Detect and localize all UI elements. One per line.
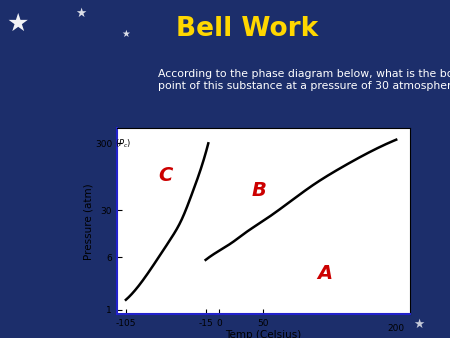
Text: ★: ★ bbox=[76, 7, 86, 20]
Text: A: A bbox=[318, 264, 333, 283]
Y-axis label: Pressure (atm): Pressure (atm) bbox=[84, 183, 94, 260]
X-axis label: Temp (Celsius): Temp (Celsius) bbox=[225, 330, 302, 338]
Text: ★: ★ bbox=[374, 295, 391, 314]
Text: According to the phase diagram below, what is the boiling
point of this substanc: According to the phase diagram below, wh… bbox=[158, 69, 450, 91]
Text: B: B bbox=[252, 181, 266, 200]
Text: ★: ★ bbox=[7, 11, 29, 36]
Text: ★: ★ bbox=[122, 29, 130, 39]
Text: ★: ★ bbox=[413, 318, 424, 331]
Text: 200: 200 bbox=[387, 324, 405, 334]
Text: C: C bbox=[158, 166, 173, 185]
Text: $(P_c)$: $(P_c)$ bbox=[115, 137, 131, 150]
Text: Bell Work: Bell Work bbox=[176, 16, 319, 42]
